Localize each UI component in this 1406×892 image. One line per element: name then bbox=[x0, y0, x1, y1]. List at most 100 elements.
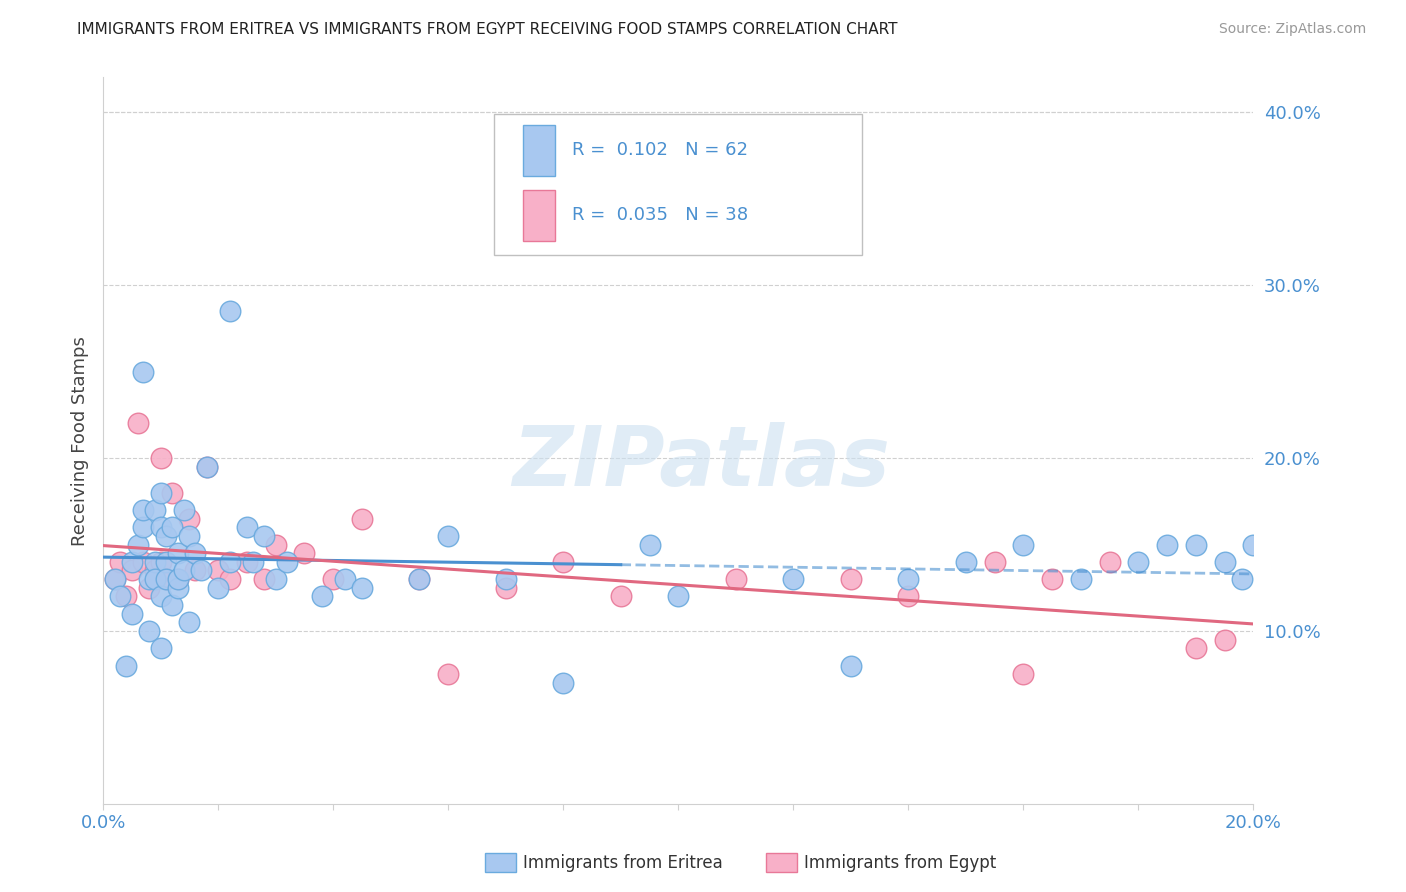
Point bbox=[782, 572, 804, 586]
Point bbox=[724, 572, 747, 586]
Point bbox=[437, 529, 460, 543]
Text: Immigrants from Eritrea: Immigrants from Eritrea bbox=[523, 854, 723, 871]
Bar bbox=[523, 190, 555, 241]
Y-axis label: Receiving Food Stamps: Receiving Food Stamps bbox=[72, 335, 89, 546]
Point bbox=[253, 529, 276, 543]
Text: R =  0.035   N = 38: R = 0.035 N = 38 bbox=[572, 206, 748, 225]
Point bbox=[408, 572, 430, 586]
Point bbox=[132, 503, 155, 517]
Text: Source: ZipAtlas.com: Source: ZipAtlas.com bbox=[1219, 22, 1367, 37]
Point bbox=[173, 503, 195, 517]
Text: Immigrants from Egypt: Immigrants from Egypt bbox=[804, 854, 997, 871]
Point bbox=[495, 581, 517, 595]
Point bbox=[143, 564, 166, 578]
Point bbox=[610, 590, 633, 604]
Point bbox=[236, 520, 259, 534]
Point bbox=[149, 520, 172, 534]
Point bbox=[138, 624, 160, 638]
Point bbox=[1128, 555, 1150, 569]
Point bbox=[955, 555, 977, 569]
Point bbox=[173, 564, 195, 578]
Point bbox=[149, 590, 172, 604]
Point bbox=[167, 572, 190, 586]
Point bbox=[155, 572, 177, 586]
Point bbox=[437, 667, 460, 681]
Point bbox=[495, 572, 517, 586]
FancyBboxPatch shape bbox=[495, 114, 862, 255]
Point bbox=[160, 485, 183, 500]
Point bbox=[190, 564, 212, 578]
Point bbox=[236, 555, 259, 569]
Point bbox=[155, 555, 177, 569]
Point bbox=[149, 555, 172, 569]
Point bbox=[143, 572, 166, 586]
Point bbox=[104, 572, 127, 586]
Point bbox=[121, 555, 143, 569]
Point bbox=[127, 417, 149, 431]
Point bbox=[160, 598, 183, 612]
Point bbox=[127, 537, 149, 551]
Point bbox=[638, 537, 661, 551]
Point bbox=[195, 459, 218, 474]
Point bbox=[553, 676, 575, 690]
Point bbox=[839, 572, 862, 586]
Point bbox=[167, 581, 190, 595]
Point bbox=[132, 555, 155, 569]
Point bbox=[143, 555, 166, 569]
Point bbox=[1012, 537, 1035, 551]
Point bbox=[983, 555, 1005, 569]
Point bbox=[264, 537, 287, 551]
Point bbox=[115, 658, 138, 673]
Point bbox=[311, 590, 333, 604]
Point bbox=[184, 564, 207, 578]
Point bbox=[179, 615, 201, 630]
Point bbox=[1156, 537, 1178, 551]
Point bbox=[132, 520, 155, 534]
Point bbox=[132, 364, 155, 378]
Point bbox=[1098, 555, 1121, 569]
Point bbox=[184, 546, 207, 560]
Point bbox=[207, 581, 229, 595]
Point bbox=[1185, 537, 1208, 551]
Point bbox=[242, 555, 264, 569]
Point bbox=[1213, 632, 1236, 647]
Point bbox=[179, 511, 201, 525]
Point bbox=[155, 529, 177, 543]
Point bbox=[149, 641, 172, 656]
Point bbox=[121, 607, 143, 621]
Point bbox=[218, 572, 240, 586]
Point bbox=[110, 590, 132, 604]
Point bbox=[179, 529, 201, 543]
Point bbox=[138, 581, 160, 595]
Point bbox=[218, 555, 240, 569]
Point bbox=[138, 572, 160, 586]
Point bbox=[167, 546, 190, 560]
Point bbox=[115, 590, 138, 604]
Point bbox=[553, 555, 575, 569]
Point bbox=[155, 572, 177, 586]
Point bbox=[218, 304, 240, 318]
Point bbox=[294, 546, 316, 560]
Point bbox=[897, 572, 920, 586]
Point bbox=[1230, 572, 1253, 586]
Point bbox=[121, 564, 143, 578]
Point bbox=[839, 658, 862, 673]
Point bbox=[1213, 555, 1236, 569]
Bar bbox=[523, 125, 555, 176]
Point bbox=[408, 572, 430, 586]
Point bbox=[276, 555, 298, 569]
Point bbox=[1241, 537, 1264, 551]
Point bbox=[160, 520, 183, 534]
Point bbox=[333, 572, 356, 586]
Point bbox=[110, 555, 132, 569]
Point bbox=[350, 511, 373, 525]
Point bbox=[1012, 667, 1035, 681]
Point bbox=[195, 459, 218, 474]
Point bbox=[149, 450, 172, 465]
Point bbox=[104, 572, 127, 586]
Point bbox=[253, 572, 276, 586]
Point bbox=[1070, 572, 1092, 586]
Text: R =  0.102   N = 62: R = 0.102 N = 62 bbox=[572, 141, 748, 159]
Point bbox=[143, 503, 166, 517]
Point bbox=[167, 572, 190, 586]
